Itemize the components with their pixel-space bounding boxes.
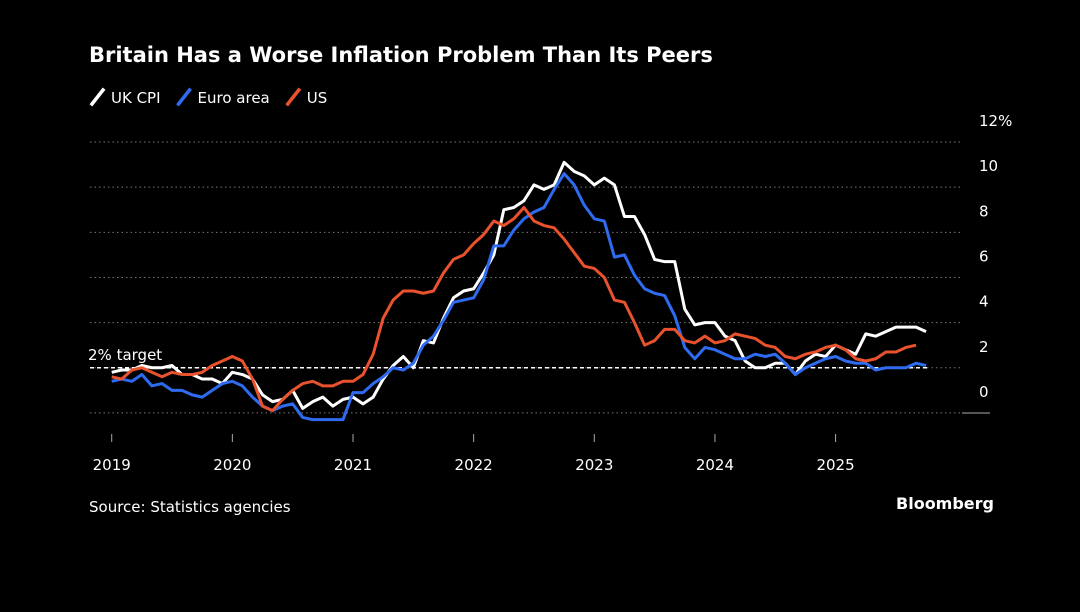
legend-swatch xyxy=(285,87,302,107)
series-line xyxy=(111,205,917,413)
x-tick-label: 2025 xyxy=(816,456,854,474)
x-tick-label: 2024 xyxy=(696,456,734,474)
x-tick-label: 2022 xyxy=(455,456,493,474)
x-tick-label: 2020 xyxy=(213,456,251,474)
series-line xyxy=(111,172,927,422)
y-tick-label: 12% xyxy=(979,112,1012,130)
y-tick-label: 0 xyxy=(979,383,989,401)
legend-swatch xyxy=(89,87,106,107)
legend-label: UK CPI xyxy=(111,89,161,107)
y-tick-label: 8 xyxy=(979,202,989,220)
x-tick-label: 2023 xyxy=(575,456,613,474)
x-tick-label: 2019 xyxy=(93,456,131,474)
source: Source: Statistics agencies xyxy=(89,498,291,516)
target-label: 2% target xyxy=(88,346,162,364)
y-tick-label: 2 xyxy=(979,338,989,356)
legend-swatch xyxy=(176,87,192,107)
chart-title: Britain Has a Worse Inflation Problem Th… xyxy=(89,43,713,67)
y-tick-label: 4 xyxy=(979,293,989,311)
legend-label: US xyxy=(307,89,328,107)
brand: Bloomberg xyxy=(896,494,994,513)
legend-label: Euro area xyxy=(198,89,270,107)
x-tick-label: 2021 xyxy=(334,456,372,474)
y-tick-label: 10 xyxy=(979,157,998,175)
y-tick-label: 6 xyxy=(979,247,989,265)
